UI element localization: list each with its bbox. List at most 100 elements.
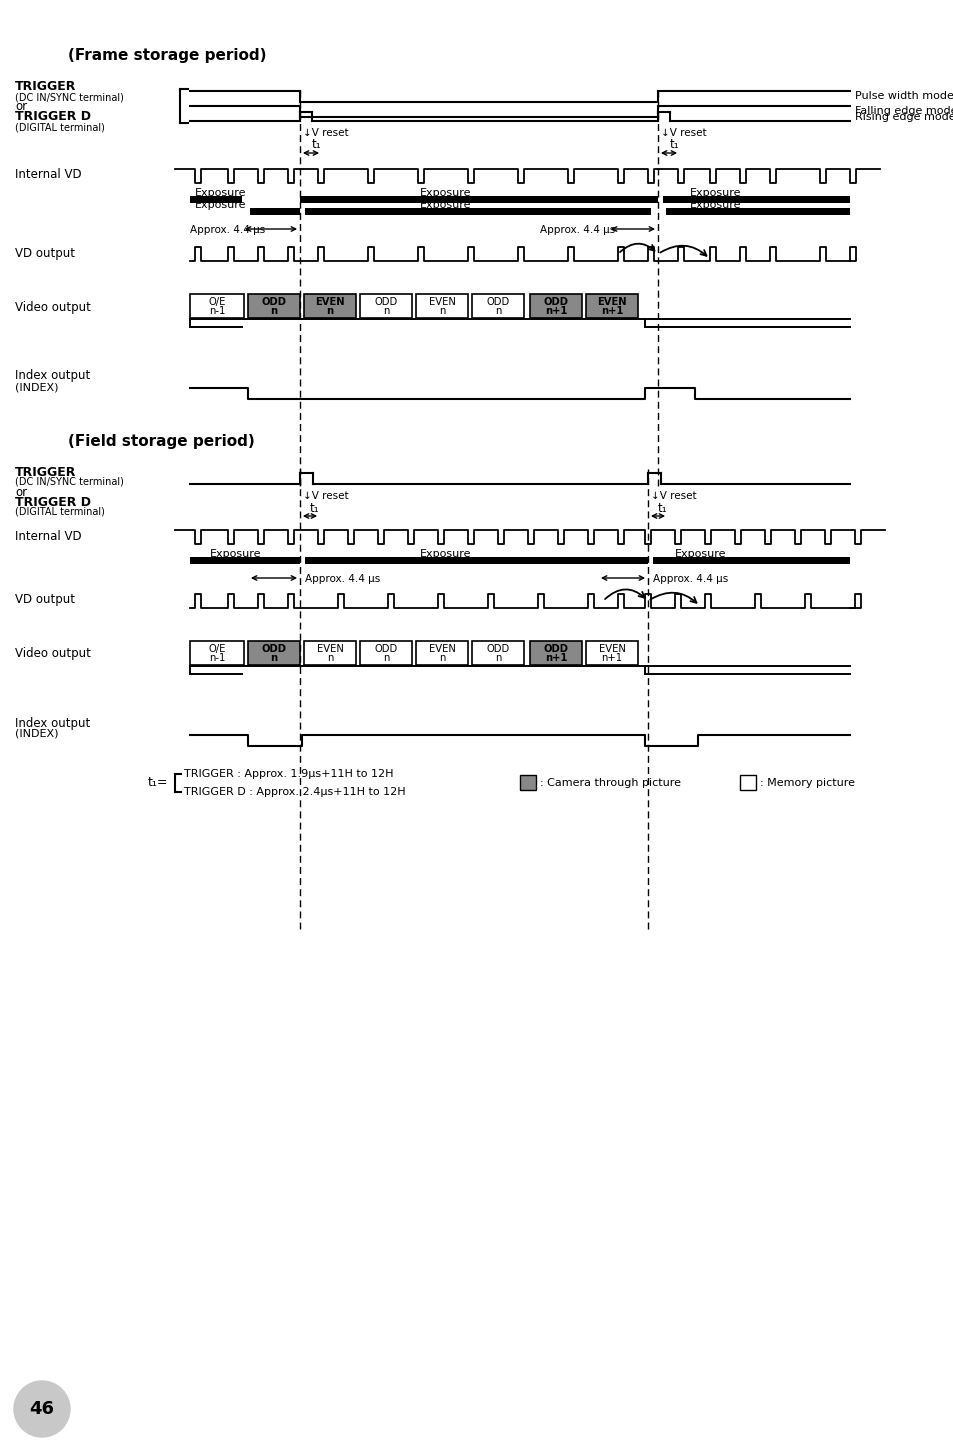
Bar: [416, 295, 468, 318]
Text: (INDEX): (INDEX): [15, 382, 58, 392]
Bar: [250, 207, 299, 215]
Text: (INDEX): (INDEX): [15, 728, 58, 739]
Text: ↓V reset: ↓V reset: [303, 128, 348, 138]
Text: 46: 46: [30, 1400, 54, 1418]
Text: O/E: O/E: [208, 297, 226, 308]
Text: ODD: ODD: [543, 297, 568, 308]
Text: TRIGGER: TRIGGER: [15, 466, 76, 479]
Text: Exposure: Exposure: [419, 200, 471, 210]
Text: ODD: ODD: [374, 297, 397, 308]
Bar: [530, 295, 581, 318]
Text: EVEN: EVEN: [428, 297, 455, 308]
Text: Exposure: Exposure: [419, 189, 471, 197]
Bar: [304, 641, 355, 665]
Text: n+1: n+1: [544, 306, 567, 316]
Bar: [472, 295, 523, 318]
Text: Approx. 4.4 μs: Approx. 4.4 μs: [305, 575, 380, 583]
Bar: [248, 295, 299, 318]
Text: Video output: Video output: [15, 647, 91, 660]
Bar: [305, 557, 647, 564]
Text: (Field storage period): (Field storage period): [68, 434, 254, 448]
Text: ODD: ODD: [261, 644, 286, 654]
Text: Exposure: Exposure: [689, 200, 740, 210]
Text: n: n: [495, 653, 500, 663]
Text: n: n: [270, 306, 277, 316]
Text: n: n: [438, 306, 445, 316]
Text: ↓V reset: ↓V reset: [660, 128, 706, 138]
Text: t₁: t₁: [310, 502, 319, 515]
Text: TRIGGER : Approx. 1.9μs+11H to 12H: TRIGGER : Approx. 1.9μs+11H to 12H: [184, 769, 393, 779]
Bar: [530, 641, 581, 665]
Circle shape: [14, 1381, 70, 1436]
Text: or: or: [15, 486, 27, 499]
Text: (DIGITAL terminal): (DIGITAL terminal): [15, 123, 105, 133]
Text: O/E: O/E: [208, 644, 226, 654]
Text: TRIGGER D: TRIGGER D: [15, 110, 91, 123]
Text: VD output: VD output: [15, 247, 75, 260]
Text: Exposure: Exposure: [194, 200, 246, 210]
Bar: [190, 295, 244, 318]
Text: ODD: ODD: [486, 297, 509, 308]
Text: : Memory picture: : Memory picture: [760, 778, 854, 788]
Text: (DIGITAL terminal): (DIGITAL terminal): [15, 506, 105, 517]
Text: Index output: Index output: [15, 717, 91, 730]
Text: n: n: [327, 653, 333, 663]
Text: n: n: [382, 306, 389, 316]
Text: Internal VD: Internal VD: [15, 168, 82, 181]
Text: n: n: [495, 306, 500, 316]
Text: t₁: t₁: [658, 502, 667, 515]
Bar: [662, 196, 849, 203]
Text: n: n: [382, 653, 389, 663]
Bar: [472, 641, 523, 665]
Bar: [305, 207, 650, 215]
Bar: [299, 196, 658, 203]
Text: : Camera through picture: : Camera through picture: [539, 778, 680, 788]
Text: Exposure: Exposure: [210, 548, 261, 559]
Bar: [359, 641, 412, 665]
Text: EVEN: EVEN: [598, 644, 625, 654]
Bar: [416, 641, 468, 665]
Text: n+1: n+1: [600, 653, 622, 663]
Text: or: or: [15, 100, 27, 113]
Bar: [585, 641, 638, 665]
Text: Exposure: Exposure: [419, 548, 471, 559]
Text: n+1: n+1: [544, 653, 567, 663]
Text: EVEN: EVEN: [314, 297, 344, 308]
Bar: [190, 641, 244, 665]
Text: Approx. 4.4 μs: Approx. 4.4 μs: [190, 225, 265, 235]
Text: ↓V reset: ↓V reset: [650, 490, 696, 501]
Text: TRIGGER: TRIGGER: [15, 80, 76, 93]
Text: n-1: n-1: [209, 306, 225, 316]
Bar: [585, 295, 638, 318]
Bar: [304, 295, 355, 318]
Text: EVEN: EVEN: [316, 644, 343, 654]
Text: n-1: n-1: [209, 653, 225, 663]
Bar: [740, 775, 755, 789]
Text: Exposure: Exposure: [689, 189, 740, 197]
Text: n+1: n+1: [600, 306, 622, 316]
Bar: [519, 775, 536, 789]
Text: VD output: VD output: [15, 593, 75, 607]
Text: Exposure: Exposure: [675, 548, 726, 559]
Text: TRIGGER D: TRIGGER D: [15, 495, 91, 508]
Text: Index output: Index output: [15, 370, 91, 383]
Text: TRIGGER D : Approx. 2.4μs+11H to 12H: TRIGGER D : Approx. 2.4μs+11H to 12H: [184, 786, 405, 797]
Bar: [359, 295, 412, 318]
Text: ODD: ODD: [374, 644, 397, 654]
Bar: [190, 557, 299, 564]
Text: n: n: [326, 306, 334, 316]
Bar: [190, 196, 242, 203]
Text: Pulse width mode: Pulse width mode: [854, 91, 953, 102]
Text: Approx. 4.4 μs: Approx. 4.4 μs: [652, 575, 727, 583]
Text: Video output: Video output: [15, 300, 91, 313]
Text: ODD: ODD: [261, 297, 286, 308]
Text: t₁=: t₁=: [148, 776, 169, 789]
Text: (DC IN/SYNC terminal): (DC IN/SYNC terminal): [15, 477, 124, 488]
Text: (DC IN/SYNC terminal): (DC IN/SYNC terminal): [15, 91, 124, 102]
Text: ↓V reset: ↓V reset: [303, 490, 348, 501]
Text: Approx. 4.4 μs: Approx. 4.4 μs: [539, 225, 615, 235]
Text: n: n: [438, 653, 445, 663]
Bar: [652, 557, 849, 564]
Text: EVEN: EVEN: [597, 297, 626, 308]
Text: Exposure: Exposure: [194, 189, 246, 197]
